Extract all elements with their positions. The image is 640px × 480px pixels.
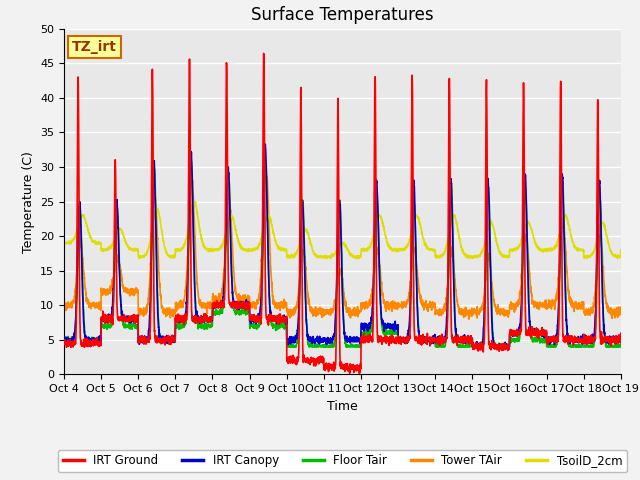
IRT Canopy [274, 314, 282, 320]
Text: TZ_irt: TZ_irt [72, 40, 117, 54]
Tower TAir [60, 301, 68, 307]
Line: Tower TAir: Tower TAir [64, 165, 621, 319]
IRT Ground [356, 371, 364, 376]
Floor Tair [60, 338, 68, 344]
Floor Tair [617, 336, 625, 342]
Floor Tair [188, 157, 195, 163]
IRT Canopy [157, 336, 164, 341]
IRT Canopy [261, 141, 269, 147]
IRT Canopy [547, 337, 554, 343]
IRT Ground [298, 232, 306, 238]
Floor Tair [284, 344, 291, 349]
Tower TAir [262, 162, 270, 168]
TsoilD_2cm [124, 243, 131, 249]
TsoilD_2cm [547, 247, 554, 252]
IRT Ground [260, 50, 268, 56]
IRT Canopy [617, 332, 625, 338]
IRT Ground [274, 321, 282, 326]
TsoilD_2cm [617, 247, 625, 253]
TsoilD_2cm [298, 233, 306, 239]
IRT Ground [547, 334, 554, 340]
Floor Tair [124, 324, 131, 329]
TsoilD_2cm [60, 240, 68, 245]
IRT Canopy [60, 340, 68, 346]
IRT Ground [60, 339, 68, 345]
TsoilD_2cm [157, 220, 164, 226]
TsoilD_2cm [606, 248, 614, 253]
Line: Floor Tair: Floor Tair [64, 160, 621, 347]
IRT Ground [617, 330, 625, 336]
Floor Tair [274, 322, 282, 328]
Tower TAir [465, 316, 472, 322]
Tower TAir [124, 286, 131, 291]
Floor Tair [157, 336, 164, 342]
TsoilD_2cm [354, 256, 362, 262]
IRT Canopy [606, 337, 614, 343]
Tower TAir [298, 252, 306, 258]
IRT Canopy [124, 318, 131, 324]
Floor Tair [606, 344, 614, 349]
Tower TAir [547, 300, 554, 306]
Tower TAir [617, 304, 625, 310]
IRT Canopy [298, 205, 306, 211]
Tower TAir [274, 304, 282, 310]
TsoilD_2cm [189, 198, 197, 204]
TsoilD_2cm [274, 243, 282, 249]
Title: Surface Temperatures: Surface Temperatures [251, 6, 434, 24]
IRT Ground [606, 336, 614, 341]
Line: IRT Canopy: IRT Canopy [64, 144, 621, 347]
IRT Ground [157, 340, 164, 346]
Tower TAir [606, 308, 614, 313]
Y-axis label: Temperature (C): Temperature (C) [22, 151, 35, 252]
Tower TAir [157, 292, 164, 298]
Line: IRT Ground: IRT Ground [64, 53, 621, 373]
X-axis label: Time: Time [327, 400, 358, 413]
IRT Ground [124, 316, 131, 322]
Floor Tair [298, 204, 306, 209]
Line: TsoilD_2cm: TsoilD_2cm [64, 201, 621, 259]
Floor Tair [547, 342, 554, 348]
IRT Canopy [468, 344, 476, 349]
Legend: IRT Ground, IRT Canopy, Floor Tair, Tower TAir, TsoilD_2cm: IRT Ground, IRT Canopy, Floor Tair, Towe… [58, 450, 627, 472]
